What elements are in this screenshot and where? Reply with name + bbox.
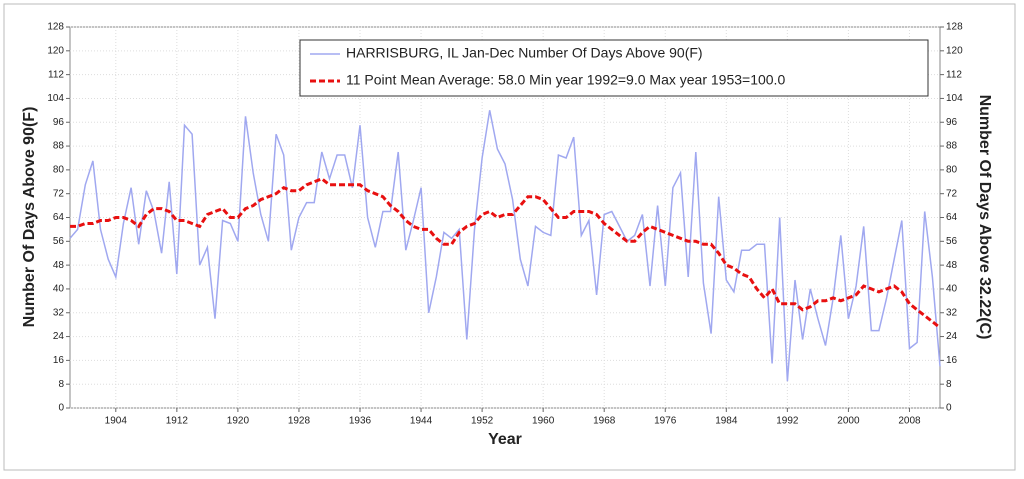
y-axis-label: Number Of Days Above 90(F) bbox=[21, 107, 38, 328]
y-tick-label: 112 bbox=[48, 69, 64, 80]
y2-tick-label: 32 bbox=[946, 307, 958, 318]
y2-tick-label: 112 bbox=[946, 69, 962, 80]
y2-tick-label: 40 bbox=[946, 284, 958, 295]
y2-tick-label: 96 bbox=[946, 117, 958, 128]
x-tick-label: 1952 bbox=[471, 416, 494, 427]
x-tick-label: 1976 bbox=[654, 416, 677, 427]
y-tick-label: 64 bbox=[53, 212, 65, 223]
y2-tick-label: 80 bbox=[946, 165, 958, 176]
y-tick-label: 40 bbox=[53, 284, 65, 295]
y2-tick-label: 24 bbox=[946, 331, 958, 342]
x-axis-label: Year bbox=[488, 431, 522, 448]
legend-box bbox=[299, 39, 929, 97]
y2-tick-label: 16 bbox=[946, 355, 958, 366]
x-tick-label: 1912 bbox=[166, 416, 189, 427]
y2-tick-label: 48 bbox=[946, 260, 958, 271]
y2-tick-label: 72 bbox=[946, 188, 958, 199]
y2-tick-label: 8 bbox=[946, 379, 952, 390]
y-tick-label: 96 bbox=[53, 117, 65, 128]
y2-tick-label: 0 bbox=[946, 403, 952, 414]
x-tick-label: 1920 bbox=[227, 416, 250, 427]
y-tick-label: 24 bbox=[53, 331, 65, 342]
x-tick-label: 1904 bbox=[105, 416, 128, 427]
y2-tick-label: 128 bbox=[946, 22, 963, 33]
y2-axis-label: Number Of Days Above 32.22(C) bbox=[976, 95, 993, 340]
y-tick-label: 8 bbox=[58, 379, 64, 390]
x-tick-label: 2008 bbox=[898, 416, 921, 427]
y2-tick-label: 88 bbox=[946, 141, 958, 152]
y-tick-label: 72 bbox=[53, 188, 65, 199]
x-tick-label: 1944 bbox=[410, 416, 433, 427]
series-line bbox=[70, 177, 941, 329]
y-tick-label: 120 bbox=[47, 45, 64, 56]
y2-tick-label: 120 bbox=[946, 45, 963, 56]
x-tick-label: 1960 bbox=[532, 416, 555, 427]
y-tick-label: 16 bbox=[53, 355, 65, 366]
x-tick-label: 1992 bbox=[776, 416, 799, 427]
y-tick-label: 80 bbox=[53, 165, 65, 176]
y2-tick-label: 64 bbox=[946, 212, 958, 223]
y-tick-label: 56 bbox=[53, 236, 65, 247]
y2-tick-label: 56 bbox=[946, 236, 958, 247]
x-tick-label: 2000 bbox=[837, 416, 860, 427]
y-tick-label: 0 bbox=[58, 403, 64, 414]
x-tick-label: 1984 bbox=[715, 416, 738, 427]
y2-tick-label: 104 bbox=[946, 93, 963, 104]
y-tick-label: 104 bbox=[47, 93, 64, 104]
y-tick-label: 32 bbox=[53, 307, 65, 318]
y-tick-label: 48 bbox=[53, 260, 65, 271]
legend-label: HARRISBURG, IL Jan-Dec Number Of Days Ab… bbox=[346, 45, 703, 61]
y-tick-label: 128 bbox=[47, 22, 64, 33]
legend-label: 11 Point Mean Average: 58.0 Min year 199… bbox=[346, 72, 785, 88]
x-tick-label: 1936 bbox=[349, 416, 372, 427]
x-tick-label: 1928 bbox=[288, 416, 311, 427]
y-tick-label: 88 bbox=[53, 141, 65, 152]
series-line bbox=[69, 110, 941, 382]
x-tick-label: 1968 bbox=[593, 416, 616, 427]
